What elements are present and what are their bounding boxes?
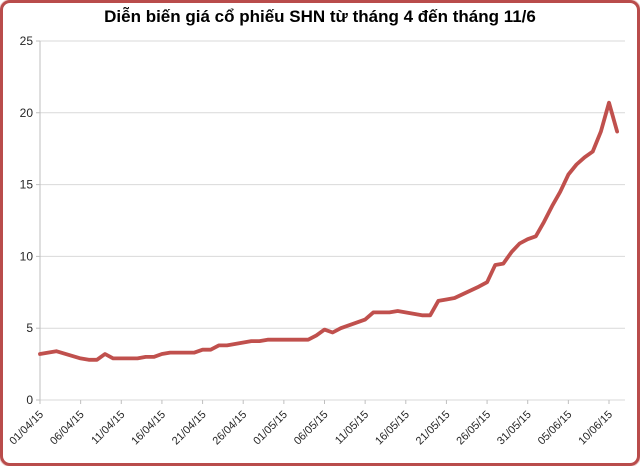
x-tick-label: 11/05/15: [333, 409, 371, 447]
y-tick-label: 5: [26, 321, 33, 335]
y-tick-label: 10: [20, 249, 34, 263]
chart-title: Diễn biến giá cổ phiếu SHN từ tháng 4 đế…: [104, 7, 536, 26]
x-tick-label: 01/05/15: [251, 409, 290, 448]
x-tick-label: 31/05/15: [495, 409, 534, 448]
y-tick-label: 20: [20, 106, 34, 120]
x-tick-label: 11/04/15: [89, 409, 127, 447]
x-tick-label: 21/04/15: [170, 409, 209, 448]
x-tick-label: 16/05/15: [373, 409, 412, 448]
x-tick-label: 01/04/15: [7, 409, 46, 448]
y-tick-label: 15: [20, 178, 34, 192]
x-tick-label: 10/06/15: [576, 409, 615, 448]
x-tick-label: 21/05/15: [414, 409, 453, 448]
x-tick-label: 16/04/15: [129, 409, 168, 448]
price-line-shn: [38, 100, 619, 362]
x-tick-label: 05/06/15: [536, 409, 575, 448]
y-tick-label: 0: [26, 393, 33, 407]
line-chart: 0 5 10 15 20 25 01/04/15 06/04/15 11/04/15 16/04/…: [7, 34, 625, 448]
x-tick-label: 06/04/15: [48, 409, 87, 448]
y-tick-label: 25: [20, 34, 34, 48]
x-tick-label: 26/04/15: [211, 409, 250, 448]
x-tick-label: 26/05/15: [454, 409, 493, 448]
x-tick-label: 06/05/15: [292, 409, 331, 448]
